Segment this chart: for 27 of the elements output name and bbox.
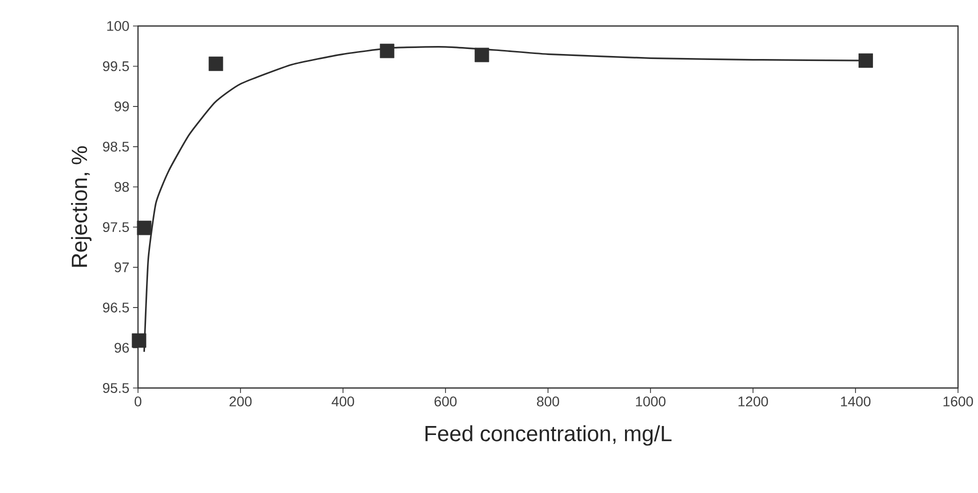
- point: [132, 333, 146, 348]
- x-axis-title: Feed concentration, mg/L: [426, 425, 672, 446]
- x-tick-label: 1400: [841, 396, 870, 406]
- point: [474, 48, 490, 62]
- x-tick-label: 400: [332, 396, 354, 406]
- x-tick-label: 1600: [944, 396, 973, 406]
- x-tick-label: 800: [536, 396, 560, 406]
- y-tick-label: 97.5: [102, 222, 129, 232]
- y-tick-label: 100: [107, 21, 129, 31]
- x-tick-label: 1200: [738, 396, 768, 406]
- point: [136, 220, 152, 236]
- y-axis-title: Rejection, %: [71, 146, 92, 267]
- y-tick-label: 97: [114, 262, 129, 272]
- y-tick-label: 99.5: [102, 61, 129, 72]
- x-tick-label: 600: [434, 396, 457, 406]
- y-tick-label: 96.5: [102, 302, 129, 312]
- y-tick-label: 95.5: [102, 383, 129, 393]
- point: [380, 44, 394, 58]
- y-tick-label: 99: [114, 101, 129, 112]
- point: [208, 56, 224, 72]
- x-tick-label: 1000: [636, 396, 666, 406]
- y-tick-label: 96: [114, 342, 129, 353]
- x-tick-label: 200: [230, 396, 252, 406]
- y-tick-label: 98: [114, 182, 129, 192]
- x-tick-label: 0: [134, 396, 142, 406]
- y-tick-label: 98.5: [102, 142, 129, 152]
- point: [858, 53, 873, 68]
